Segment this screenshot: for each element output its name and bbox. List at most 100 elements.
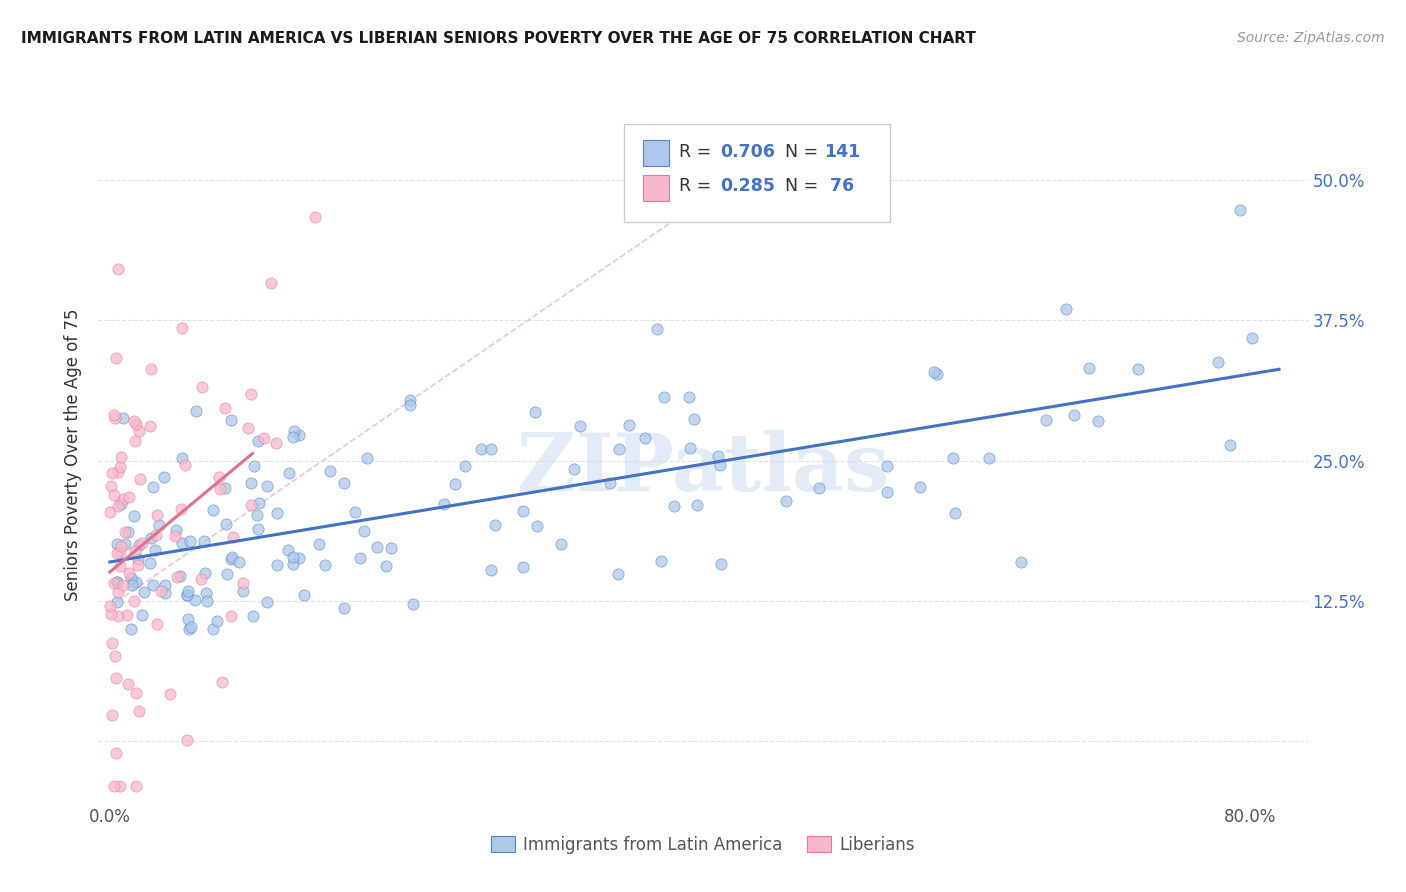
Point [686,498,709,512]
Point [125,686,148,700]
Point [205,614,228,628]
Point [221,550,243,565]
Point [678,390,700,404]
Point [146,616,169,631]
Point [380,541,402,555]
Point [105,537,128,551]
Point [127,551,149,566]
Point [122,574,145,589]
FancyBboxPatch shape [643,175,669,201]
Point [107,262,129,277]
Point [349,551,371,566]
Point [606,566,628,581]
Point [484,518,506,533]
Point [366,540,388,554]
Point [253,431,276,445]
Point [221,609,243,624]
Point [127,558,149,572]
Point [117,676,139,690]
Point [100,466,122,480]
Point [1035,413,1057,427]
Point [118,490,141,504]
Point [105,574,128,589]
Point [1010,555,1032,569]
Point [153,470,176,484]
Point [232,583,254,598]
Point [401,597,423,611]
Point [103,576,125,591]
Point [186,403,208,417]
Point [470,442,492,456]
Point [512,560,534,574]
Point [143,543,166,558]
Point [129,472,152,486]
Point [176,588,198,602]
Point [105,746,128,760]
Text: ZIPatlas: ZIPatlas [517,430,889,508]
Point [219,413,242,427]
Point [709,458,731,473]
Point [443,477,465,491]
Point [288,428,311,442]
Point [107,584,129,599]
Point [103,779,125,793]
Point [292,588,315,602]
Point [132,585,155,599]
Point [239,499,262,513]
Point [277,543,299,558]
Point [170,535,193,549]
Point [353,524,375,538]
Point [125,575,148,590]
Point [256,595,278,609]
Point [124,417,146,432]
Point [319,464,342,478]
Text: 141: 141 [824,143,860,161]
Point [228,556,250,570]
Point [433,497,456,511]
Point [634,431,657,445]
Point [202,622,225,636]
Point [107,608,129,623]
Point [179,533,201,548]
Text: 0.706: 0.706 [720,143,775,161]
Point [120,622,142,636]
Point [217,566,239,581]
Point [599,475,621,490]
Point [374,559,396,574]
Point [247,496,270,510]
Point [124,544,146,558]
Point [121,578,143,592]
Point [103,408,125,422]
Point [112,578,135,592]
Point [122,509,145,524]
Point [177,583,200,598]
Point [104,649,127,664]
Point [256,479,278,493]
Legend: Immigrants from Latin America, Liberians: Immigrants from Latin America, Liberians [485,830,921,861]
Point [142,480,165,494]
Point [333,601,356,615]
Point [1063,408,1085,422]
Point [125,779,148,793]
Point [117,524,139,539]
Point [110,539,132,553]
Point [101,707,124,722]
Text: 0.285: 0.285 [720,178,775,195]
Point [128,424,150,438]
Text: R =: R = [679,178,717,195]
FancyBboxPatch shape [624,124,890,222]
Point [219,551,242,566]
Point [924,365,946,379]
Point [103,488,125,502]
Point [128,704,150,718]
Point [215,516,238,531]
Point [145,508,167,522]
Point [139,531,162,545]
Point [479,442,502,456]
Point [266,558,288,573]
Point [150,584,173,599]
Point [193,534,215,549]
Point [222,530,245,544]
Point [107,466,129,480]
Point [105,351,128,365]
